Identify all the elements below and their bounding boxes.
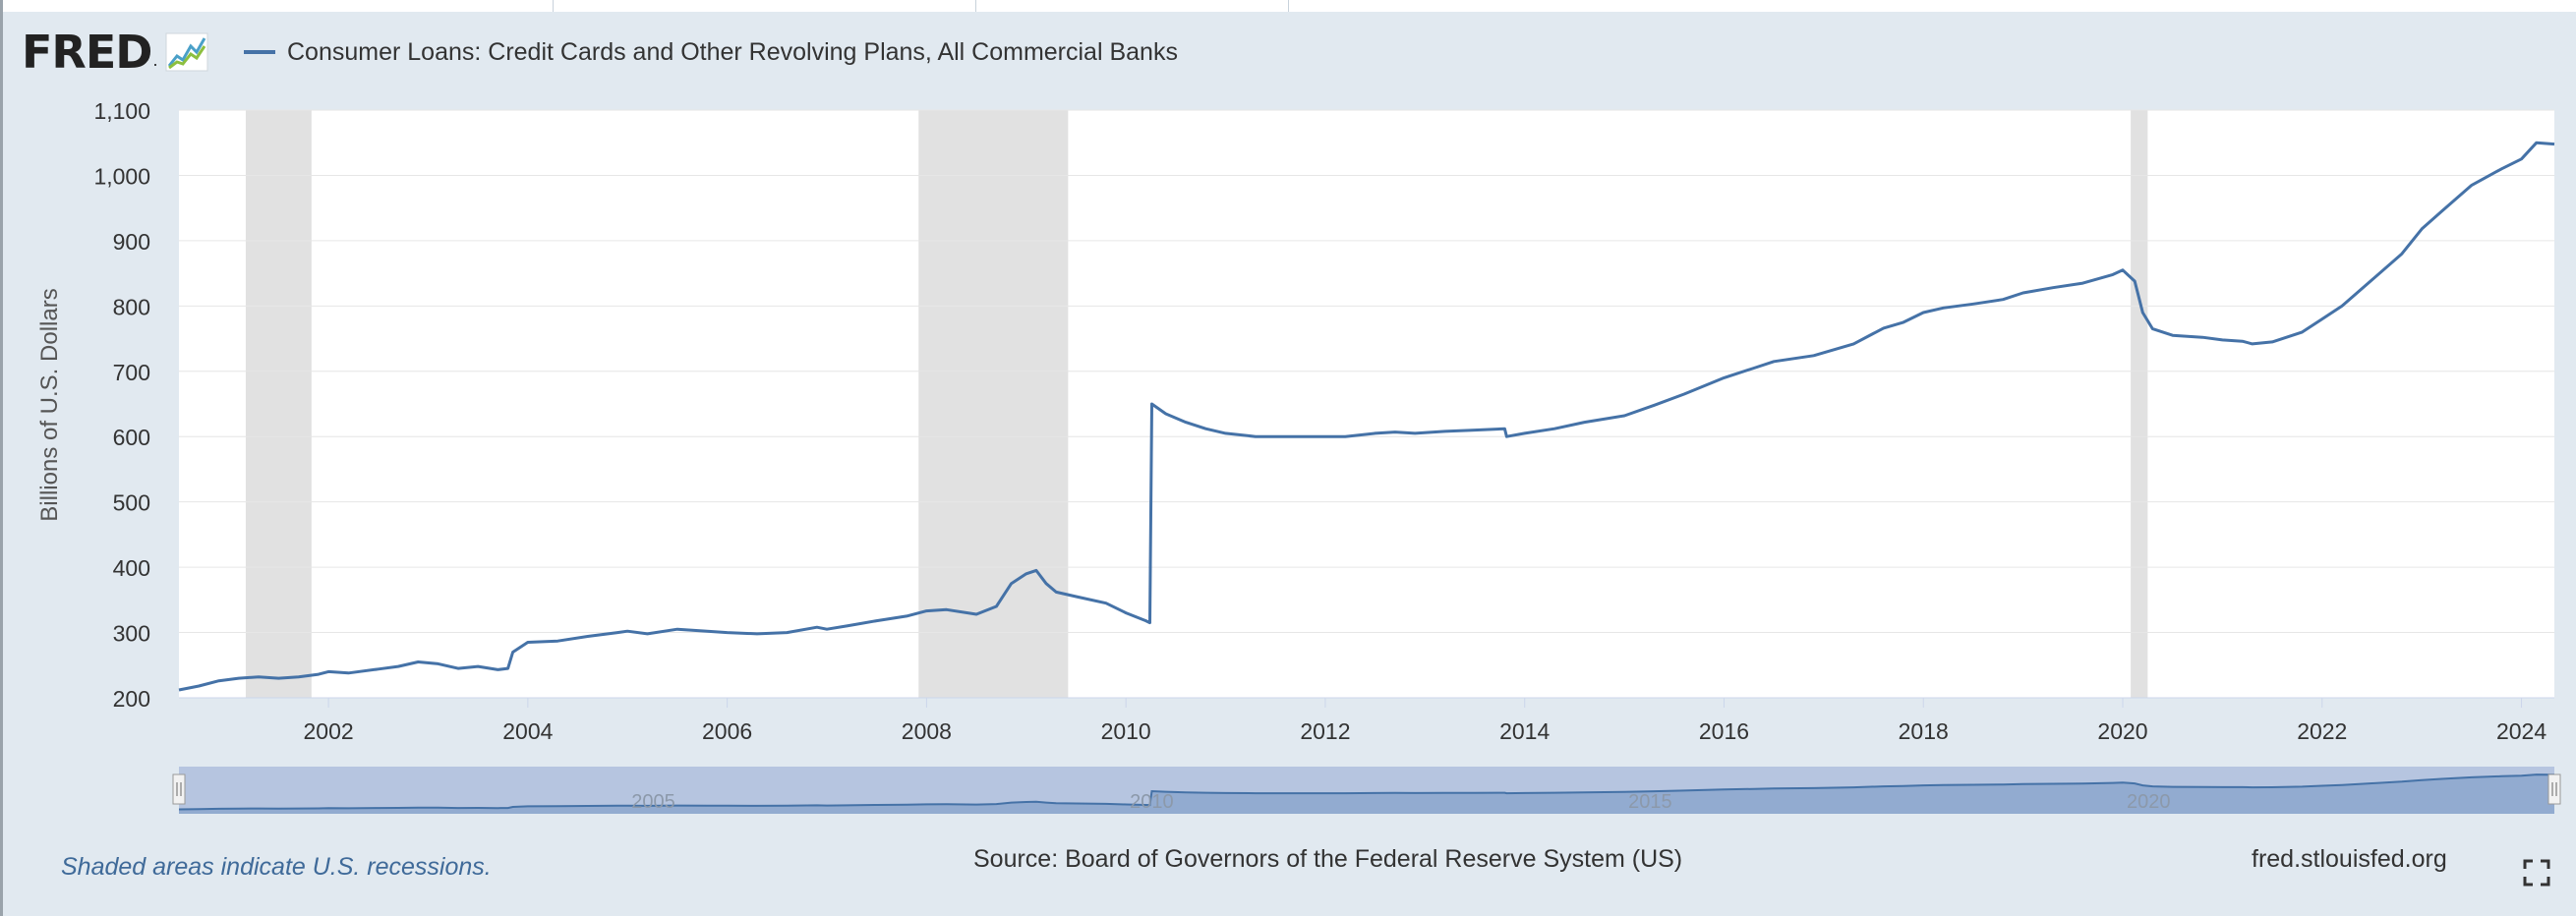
y-tick-label: 800: [113, 294, 150, 319]
navigator-label: 2005: [631, 791, 675, 813]
recession-shade: [245, 110, 312, 698]
x-tick-label: 2020: [2097, 718, 2147, 744]
y-tick-label: 600: [113, 425, 150, 450]
y-tick-label: 200: [113, 686, 150, 712]
navigator-label: 2020: [2127, 791, 2171, 813]
recession-shade: [2131, 110, 2148, 698]
x-tick-label: 2012: [1300, 718, 1350, 744]
tab-divider: [1288, 0, 1289, 12]
navigator-label: 2010: [1130, 791, 1174, 813]
y-tick-label: 1,100: [93, 98, 150, 124]
x-tick-label: 2014: [1499, 718, 1550, 744]
navigator-series-line: [178, 773, 2555, 811]
y-tick-label: 900: [113, 229, 150, 255]
x-tick-label: 2018: [1899, 718, 1949, 744]
x-tick-label: 2006: [702, 718, 752, 744]
window-edge: [0, 0, 3, 916]
recession-note: Shaded areas indicate U.S. recessions.: [61, 853, 492, 881]
chart-legend[interactable]: Consumer Loans: Credit Cards and Other R…: [244, 29, 1178, 75]
y-tick-label: 300: [113, 621, 150, 647]
tab-divider: [975, 0, 976, 12]
graph-icon: [165, 32, 208, 72]
x-tick-label: 2004: [502, 718, 553, 744]
navigator-right-handle[interactable]: [2547, 773, 2561, 805]
y-tick-label: 1,000: [93, 163, 150, 189]
x-tick-label: 2008: [902, 718, 952, 744]
logo-dot: .: [152, 50, 158, 70]
plot-area: [179, 110, 2554, 698]
fullscreen-icon[interactable]: [2523, 859, 2550, 887]
top-tab-strip: [0, 0, 2576, 12]
y-tick-label: 500: [113, 490, 150, 516]
logo-text: FRED: [22, 26, 152, 79]
handle-body[interactable]: [2547, 773, 2561, 805]
fred-logo[interactable]: FRED .: [22, 28, 208, 77]
series-line: [178, 141, 2555, 692]
y-tick-label: 400: [113, 555, 150, 581]
recession-shade: [918, 110, 1069, 698]
x-tick-label: 2024: [2496, 718, 2547, 744]
legend-swatch: [244, 50, 275, 54]
legend-series-label: Consumer Loans: Credit Cards and Other R…: [287, 37, 1178, 66]
x-tick-label: 2022: [2297, 718, 2347, 744]
x-tick-label: 2010: [1101, 718, 1151, 744]
navigator-label: 2015: [1628, 791, 1672, 813]
fred-url-link[interactable]: fred.stlouisfed.org: [2252, 845, 2447, 873]
navigator-series-area: [179, 774, 2554, 814]
navigator-left-handle[interactable]: [172, 773, 186, 805]
x-tick-label: 2016: [1699, 718, 1749, 744]
y-axis-title: Billions of U.S. Dollars: [36, 288, 63, 521]
handle-body[interactable]: [172, 773, 186, 805]
source-text: Source: Board of Governors of the Federa…: [973, 845, 1683, 873]
tab-divider: [553, 0, 554, 12]
line-chart[interactable]: Billions of U.S. Dollars 200 300 400 500 600…: [0, 0, 2576, 835]
x-tick-label: 2002: [303, 718, 353, 744]
y-tick-label: 700: [113, 360, 150, 385]
